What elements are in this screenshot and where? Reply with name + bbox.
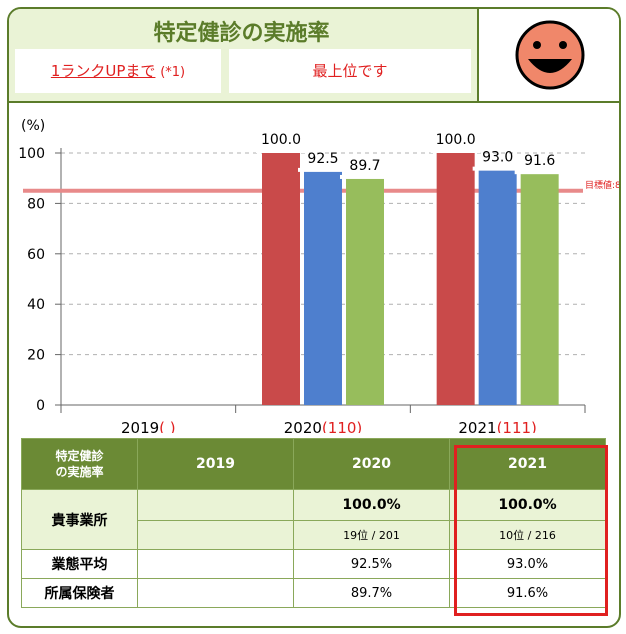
y-tick-label: 40 <box>27 297 45 313</box>
bar <box>346 178 384 405</box>
bar <box>520 174 559 405</box>
industry-value-2019 <box>137 549 294 579</box>
table-year-2020: 2020 <box>293 438 450 490</box>
company-rank-2020: 19位 / 201 <box>293 520 450 550</box>
industry-value-2020: 92.5% <box>293 549 450 579</box>
bar-cap-gap <box>430 149 481 153</box>
bar-chart: 0 20 40 60 80 100 (%) 2019( ) 100.0 92.5 89.7 2020(… <box>18 118 619 433</box>
y-axis-label: (%) <box>21 118 45 134</box>
y-tick-label: 0 <box>36 398 45 414</box>
data-label: 100.0 <box>436 132 476 148</box>
data-label: 92.5 <box>307 151 338 167</box>
bar-cap-gap <box>472 166 523 171</box>
bar-cap-gap <box>340 174 390 179</box>
insurer-value-2021: 91.6% <box>449 578 606 608</box>
rank-up-box: 1ランクUPまで (*1) <box>15 49 221 93</box>
rank-message: 最上位です <box>229 49 471 93</box>
company-rank-2021: 10位 / 216 <box>449 520 606 550</box>
bar <box>436 153 475 405</box>
row-label-company: 貴事業所 <box>21 489 138 550</box>
bar <box>262 153 300 405</box>
bar-cap-gap <box>256 149 306 153</box>
table-year-2019: 2019 <box>137 438 294 490</box>
data-label: 93.0 <box>482 150 513 166</box>
row-label-insurer: 所属保険者 <box>21 578 138 608</box>
face-box <box>477 9 619 101</box>
row-label-industry: 業態平均 <box>21 549 138 579</box>
bar <box>304 171 342 405</box>
rank-up-note: (*1) <box>160 65 186 80</box>
target-label-bg <box>583 180 617 201</box>
card-panel: 特定健診の実施率 1ランクUPまで (*1) 最上位です 0 20 40 60 80 10… <box>7 7 621 628</box>
y-tick-label: 60 <box>27 247 45 263</box>
header: 特定健診の実施率 1ランクUPまで (*1) 最上位です <box>9 9 619 103</box>
y-tick-label: 100 <box>18 146 45 162</box>
company-rank-2019 <box>137 520 294 550</box>
table-corner: 特定健診 の実施率 <box>21 438 138 490</box>
table-year-2021: 2021 <box>449 438 606 490</box>
data-label: 100.0 <box>261 132 301 148</box>
target-label: 目標値:85% <box>585 179 619 191</box>
data-label: 89.7 <box>349 158 380 174</box>
bar-cap-gap <box>298 167 348 172</box>
company-value-2020: 100.0% <box>293 489 450 521</box>
x-tick-label: 2021(111) <box>458 419 537 433</box>
bar <box>478 170 517 405</box>
y-tick-label: 80 <box>27 196 45 212</box>
page-title: 特定健診の実施率 <box>153 21 330 46</box>
insurer-value-2020: 89.7% <box>293 578 450 608</box>
y-tick-label: 20 <box>27 348 45 364</box>
data-table: 特定健診 の実施率 2019 2020 2021 貴事業所 100.0% 100.… <box>21 438 606 608</box>
insurer-value-2019 <box>137 578 294 608</box>
x-tick-label: 2019( ) <box>121 419 176 433</box>
industry-value-2021: 93.0% <box>449 549 606 579</box>
company-value-2021: 100.0% <box>449 489 606 521</box>
smiley-icon <box>515 20 585 90</box>
rank-up-label[interactable]: 1ランクUPまで <box>50 62 156 80</box>
x-tick-label: 2020(110) <box>284 419 363 433</box>
bar-cap-gap <box>514 170 565 175</box>
company-value-2019 <box>137 489 294 521</box>
data-label: 91.6 <box>524 153 555 169</box>
